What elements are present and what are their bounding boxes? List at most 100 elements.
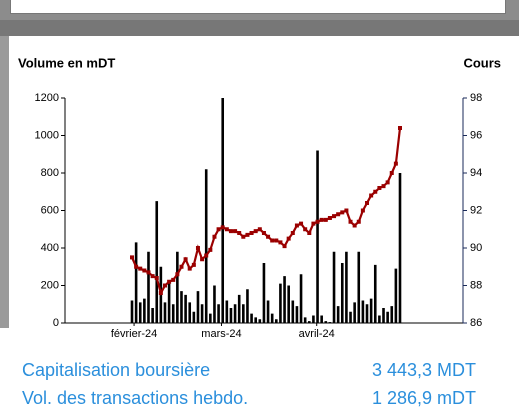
volume-bar (299, 274, 303, 323)
y2-tick-label: 98 (470, 92, 482, 104)
y-tick-label: 0 (53, 317, 59, 329)
volume-bar (184, 294, 187, 323)
volume-bar (279, 283, 282, 323)
price-marker (319, 217, 324, 222)
y2-tick-label: 96 (470, 129, 482, 141)
price-marker (150, 274, 155, 279)
price-marker (381, 184, 386, 189)
price-marker (340, 210, 345, 215)
price-marker (307, 231, 312, 235)
volume-bar (192, 311, 196, 323)
price-marker (171, 277, 176, 282)
volume-bar (167, 281, 171, 323)
stat-value: 1 286,9 mDT (372, 388, 477, 408)
price-marker (228, 229, 233, 234)
volume-bar (221, 98, 225, 323)
volume-bar (386, 311, 389, 323)
volume-bar (225, 300, 229, 323)
volume-bar (398, 173, 402, 323)
volume-bar (233, 304, 237, 323)
volume-bar (246, 289, 249, 323)
price-marker (352, 223, 357, 228)
volume-bar (237, 294, 241, 323)
volume-bar (316, 150, 319, 323)
price-marker (389, 171, 394, 175)
volume-bar (353, 302, 356, 323)
volume-bar (138, 302, 142, 323)
price-marker (365, 201, 370, 205)
y-tick-label: 600 (41, 204, 59, 216)
volume-bar (270, 313, 274, 323)
y-tick-label: 1000 (35, 129, 59, 141)
price-marker (344, 208, 349, 213)
volume-bar (254, 317, 257, 323)
price-marker (146, 270, 151, 275)
price-marker (212, 234, 217, 239)
price-marker (138, 266, 143, 271)
volume-bar (171, 304, 175, 323)
price-marker (142, 268, 147, 273)
x-tick-label: mars-24 (201, 328, 241, 340)
volume-bar (147, 251, 150, 323)
price-marker (327, 216, 332, 220)
volume-bar (204, 169, 208, 323)
price-marker (257, 227, 262, 232)
volume-bar (328, 322, 332, 323)
y2-axis-title: Cours (463, 55, 501, 70)
volume-bar (209, 313, 212, 323)
price-marker (233, 229, 238, 234)
volume-bar (320, 315, 323, 323)
y2-tick-label: 94 (470, 167, 482, 179)
price-marker (208, 247, 213, 252)
price-marker (253, 229, 258, 234)
volume-bar (250, 313, 253, 323)
volume-bar (275, 319, 278, 323)
price-marker (167, 279, 172, 284)
price-marker (299, 221, 304, 226)
volume-bar (200, 304, 204, 323)
price-marker (290, 231, 295, 235)
price-marker (158, 291, 163, 295)
price-marker (311, 221, 316, 226)
volume-bar (373, 264, 377, 323)
volume-bar (394, 268, 398, 323)
volume-bar (258, 319, 262, 323)
y2-tick-label: 90 (470, 242, 482, 254)
header-box (10, 0, 506, 14)
price-marker (294, 223, 299, 228)
price-marker (274, 238, 279, 243)
y-tick-label: 200 (41, 279, 59, 291)
stat-value: 3 443,3 MDT (372, 360, 477, 380)
volume-bar (295, 306, 299, 323)
price-marker (162, 283, 167, 288)
price-marker (130, 255, 134, 260)
price-marker (216, 227, 221, 232)
y-tick-label: 800 (41, 167, 59, 179)
y-tick-label: 1200 (35, 92, 59, 104)
volume-bar (213, 285, 216, 323)
price-marker (261, 231, 266, 235)
price-marker (348, 219, 353, 224)
x-tick-label: avril-24 (299, 328, 335, 340)
price-marker (398, 126, 402, 130)
volume-bar (369, 298, 373, 323)
volume-bar (332, 251, 336, 323)
volume-bar (365, 304, 369, 323)
price-marker (154, 276, 159, 280)
volume-bar (283, 276, 286, 323)
price-marker (377, 186, 382, 190)
price-marker (282, 244, 287, 249)
volume-bar (345, 251, 348, 323)
price-marker (245, 232, 250, 237)
price-marker (385, 180, 390, 185)
header-band (0, 20, 519, 36)
volume-bar (312, 315, 315, 323)
volume-bar (176, 251, 179, 323)
y-tick-label: 400 (41, 242, 59, 254)
volume-bar (242, 304, 245, 323)
volume-bar (291, 300, 295, 323)
side-strip (0, 36, 9, 328)
volume-bar (188, 302, 192, 323)
volume-bar (307, 321, 311, 323)
